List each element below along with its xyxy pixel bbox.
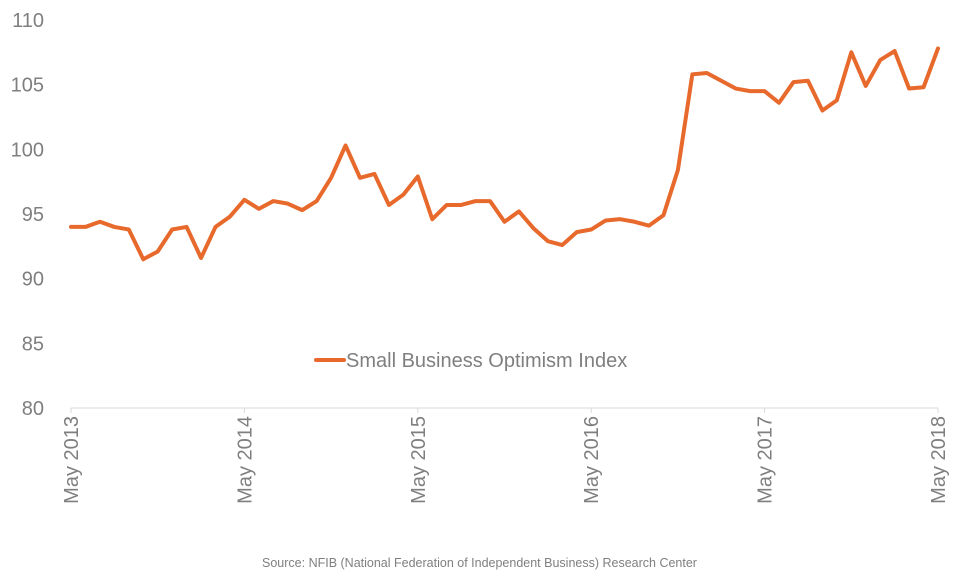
y-tick-label: 105 <box>11 75 44 97</box>
x-tick-label: May 2016 <box>581 416 603 504</box>
x-tick-label: May 2013 <box>61 416 83 504</box>
x-tick-label: May 2017 <box>755 416 777 504</box>
series-line <box>69 46 940 262</box>
source-note: Source: NFIB (National Federation of Ind… <box>262 556 697 570</box>
y-axis: 80 85 90 95 100 105 110 <box>11 10 44 420</box>
x-tick-label: May 2015 <box>408 416 430 504</box>
y-tick-label: 85 <box>22 333 44 355</box>
legend-label: Small Business Optimism Index <box>346 350 627 372</box>
y-tick-label: 80 <box>22 398 44 420</box>
x-tick-label: May 2018 <box>928 416 950 504</box>
x-tick-label: May 2014 <box>234 416 256 504</box>
y-tick-label: 95 <box>22 204 44 226</box>
x-axis: May 2013 May 2014 May 2015 May 2016 May 2017… <box>61 416 950 504</box>
legend: Small Business Optimism Index <box>314 350 627 372</box>
y-tick-label: 90 <box>22 269 44 291</box>
y-tick-label: 110 <box>12 10 44 32</box>
series-group <box>69 46 940 262</box>
x-axis-tick-marks <box>70 408 939 413</box>
y-tick-label: 100 <box>11 139 44 161</box>
